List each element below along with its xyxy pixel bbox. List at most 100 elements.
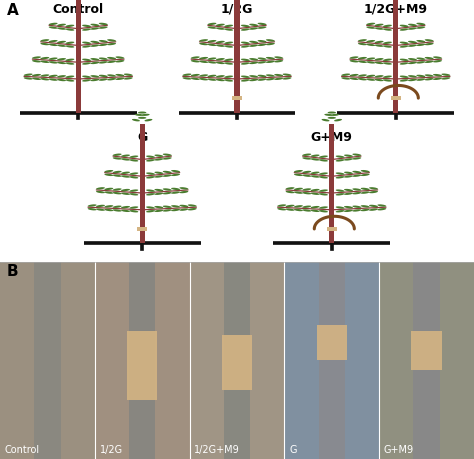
Ellipse shape (171, 174, 180, 176)
Ellipse shape (91, 79, 100, 81)
Bar (391, 96, 401, 100)
Ellipse shape (57, 45, 66, 47)
Ellipse shape (99, 44, 108, 46)
Ellipse shape (216, 58, 225, 61)
Ellipse shape (82, 79, 91, 82)
Ellipse shape (91, 58, 100, 61)
Ellipse shape (344, 155, 353, 157)
Ellipse shape (408, 28, 417, 30)
Ellipse shape (116, 56, 124, 59)
Ellipse shape (294, 205, 303, 207)
Ellipse shape (366, 23, 375, 25)
Ellipse shape (257, 44, 266, 46)
Ellipse shape (383, 45, 392, 48)
Bar (224, 262, 250, 459)
Ellipse shape (155, 206, 164, 208)
Ellipse shape (216, 28, 225, 30)
Ellipse shape (319, 173, 328, 175)
Ellipse shape (400, 42, 409, 44)
Ellipse shape (199, 74, 208, 77)
Ellipse shape (350, 78, 358, 80)
Ellipse shape (310, 192, 319, 195)
Ellipse shape (352, 188, 361, 190)
Ellipse shape (49, 61, 58, 63)
Ellipse shape (199, 61, 208, 63)
Ellipse shape (40, 43, 49, 45)
Ellipse shape (319, 176, 328, 179)
Bar (137, 227, 147, 231)
Ellipse shape (241, 79, 250, 82)
Text: 1/2G+M9: 1/2G+M9 (364, 3, 428, 16)
Ellipse shape (188, 204, 197, 207)
Ellipse shape (124, 73, 133, 76)
Ellipse shape (49, 40, 58, 42)
Ellipse shape (241, 76, 250, 78)
Ellipse shape (266, 39, 275, 42)
Ellipse shape (408, 75, 417, 78)
Ellipse shape (82, 25, 91, 27)
Ellipse shape (257, 27, 266, 29)
Ellipse shape (208, 78, 217, 81)
Ellipse shape (257, 57, 266, 60)
Ellipse shape (241, 28, 250, 31)
Ellipse shape (249, 28, 258, 30)
Ellipse shape (366, 61, 375, 63)
Ellipse shape (374, 24, 383, 26)
Ellipse shape (286, 208, 294, 211)
Ellipse shape (163, 174, 172, 177)
Ellipse shape (57, 24, 66, 26)
Text: 1/2G: 1/2G (100, 445, 123, 455)
Ellipse shape (374, 62, 383, 64)
Ellipse shape (216, 41, 225, 43)
Ellipse shape (121, 206, 130, 208)
Bar (190, 262, 284, 459)
Bar (379, 262, 474, 459)
Ellipse shape (116, 60, 124, 62)
Ellipse shape (366, 27, 375, 29)
Ellipse shape (361, 174, 370, 176)
Ellipse shape (425, 39, 434, 42)
Ellipse shape (366, 40, 375, 42)
Ellipse shape (216, 79, 225, 81)
Ellipse shape (116, 74, 124, 76)
Ellipse shape (224, 28, 233, 31)
Ellipse shape (358, 43, 367, 45)
Ellipse shape (49, 44, 58, 46)
Ellipse shape (321, 119, 329, 121)
Ellipse shape (441, 73, 450, 76)
Ellipse shape (334, 119, 342, 121)
Ellipse shape (274, 56, 283, 59)
Ellipse shape (129, 210, 138, 213)
Ellipse shape (107, 43, 116, 45)
Ellipse shape (121, 189, 130, 191)
Bar (235, 0, 239, 112)
Ellipse shape (416, 75, 425, 77)
Ellipse shape (191, 74, 200, 76)
Ellipse shape (302, 154, 311, 156)
Bar (0, 262, 95, 459)
Ellipse shape (208, 27, 217, 29)
Ellipse shape (82, 59, 91, 61)
Ellipse shape (104, 174, 113, 176)
Ellipse shape (341, 73, 350, 76)
Ellipse shape (40, 39, 49, 42)
Ellipse shape (358, 57, 367, 59)
Ellipse shape (352, 192, 361, 194)
Ellipse shape (138, 117, 146, 119)
Ellipse shape (433, 56, 442, 59)
Ellipse shape (302, 174, 311, 177)
Ellipse shape (40, 78, 49, 80)
Ellipse shape (91, 62, 100, 64)
Bar (232, 96, 242, 100)
Ellipse shape (416, 27, 425, 29)
Ellipse shape (121, 210, 130, 212)
Ellipse shape (208, 57, 217, 60)
Ellipse shape (331, 114, 339, 116)
Ellipse shape (377, 204, 386, 207)
Ellipse shape (369, 187, 378, 190)
Ellipse shape (266, 57, 275, 59)
Ellipse shape (49, 23, 58, 25)
Ellipse shape (336, 159, 345, 162)
Ellipse shape (352, 209, 361, 212)
Ellipse shape (319, 156, 328, 158)
